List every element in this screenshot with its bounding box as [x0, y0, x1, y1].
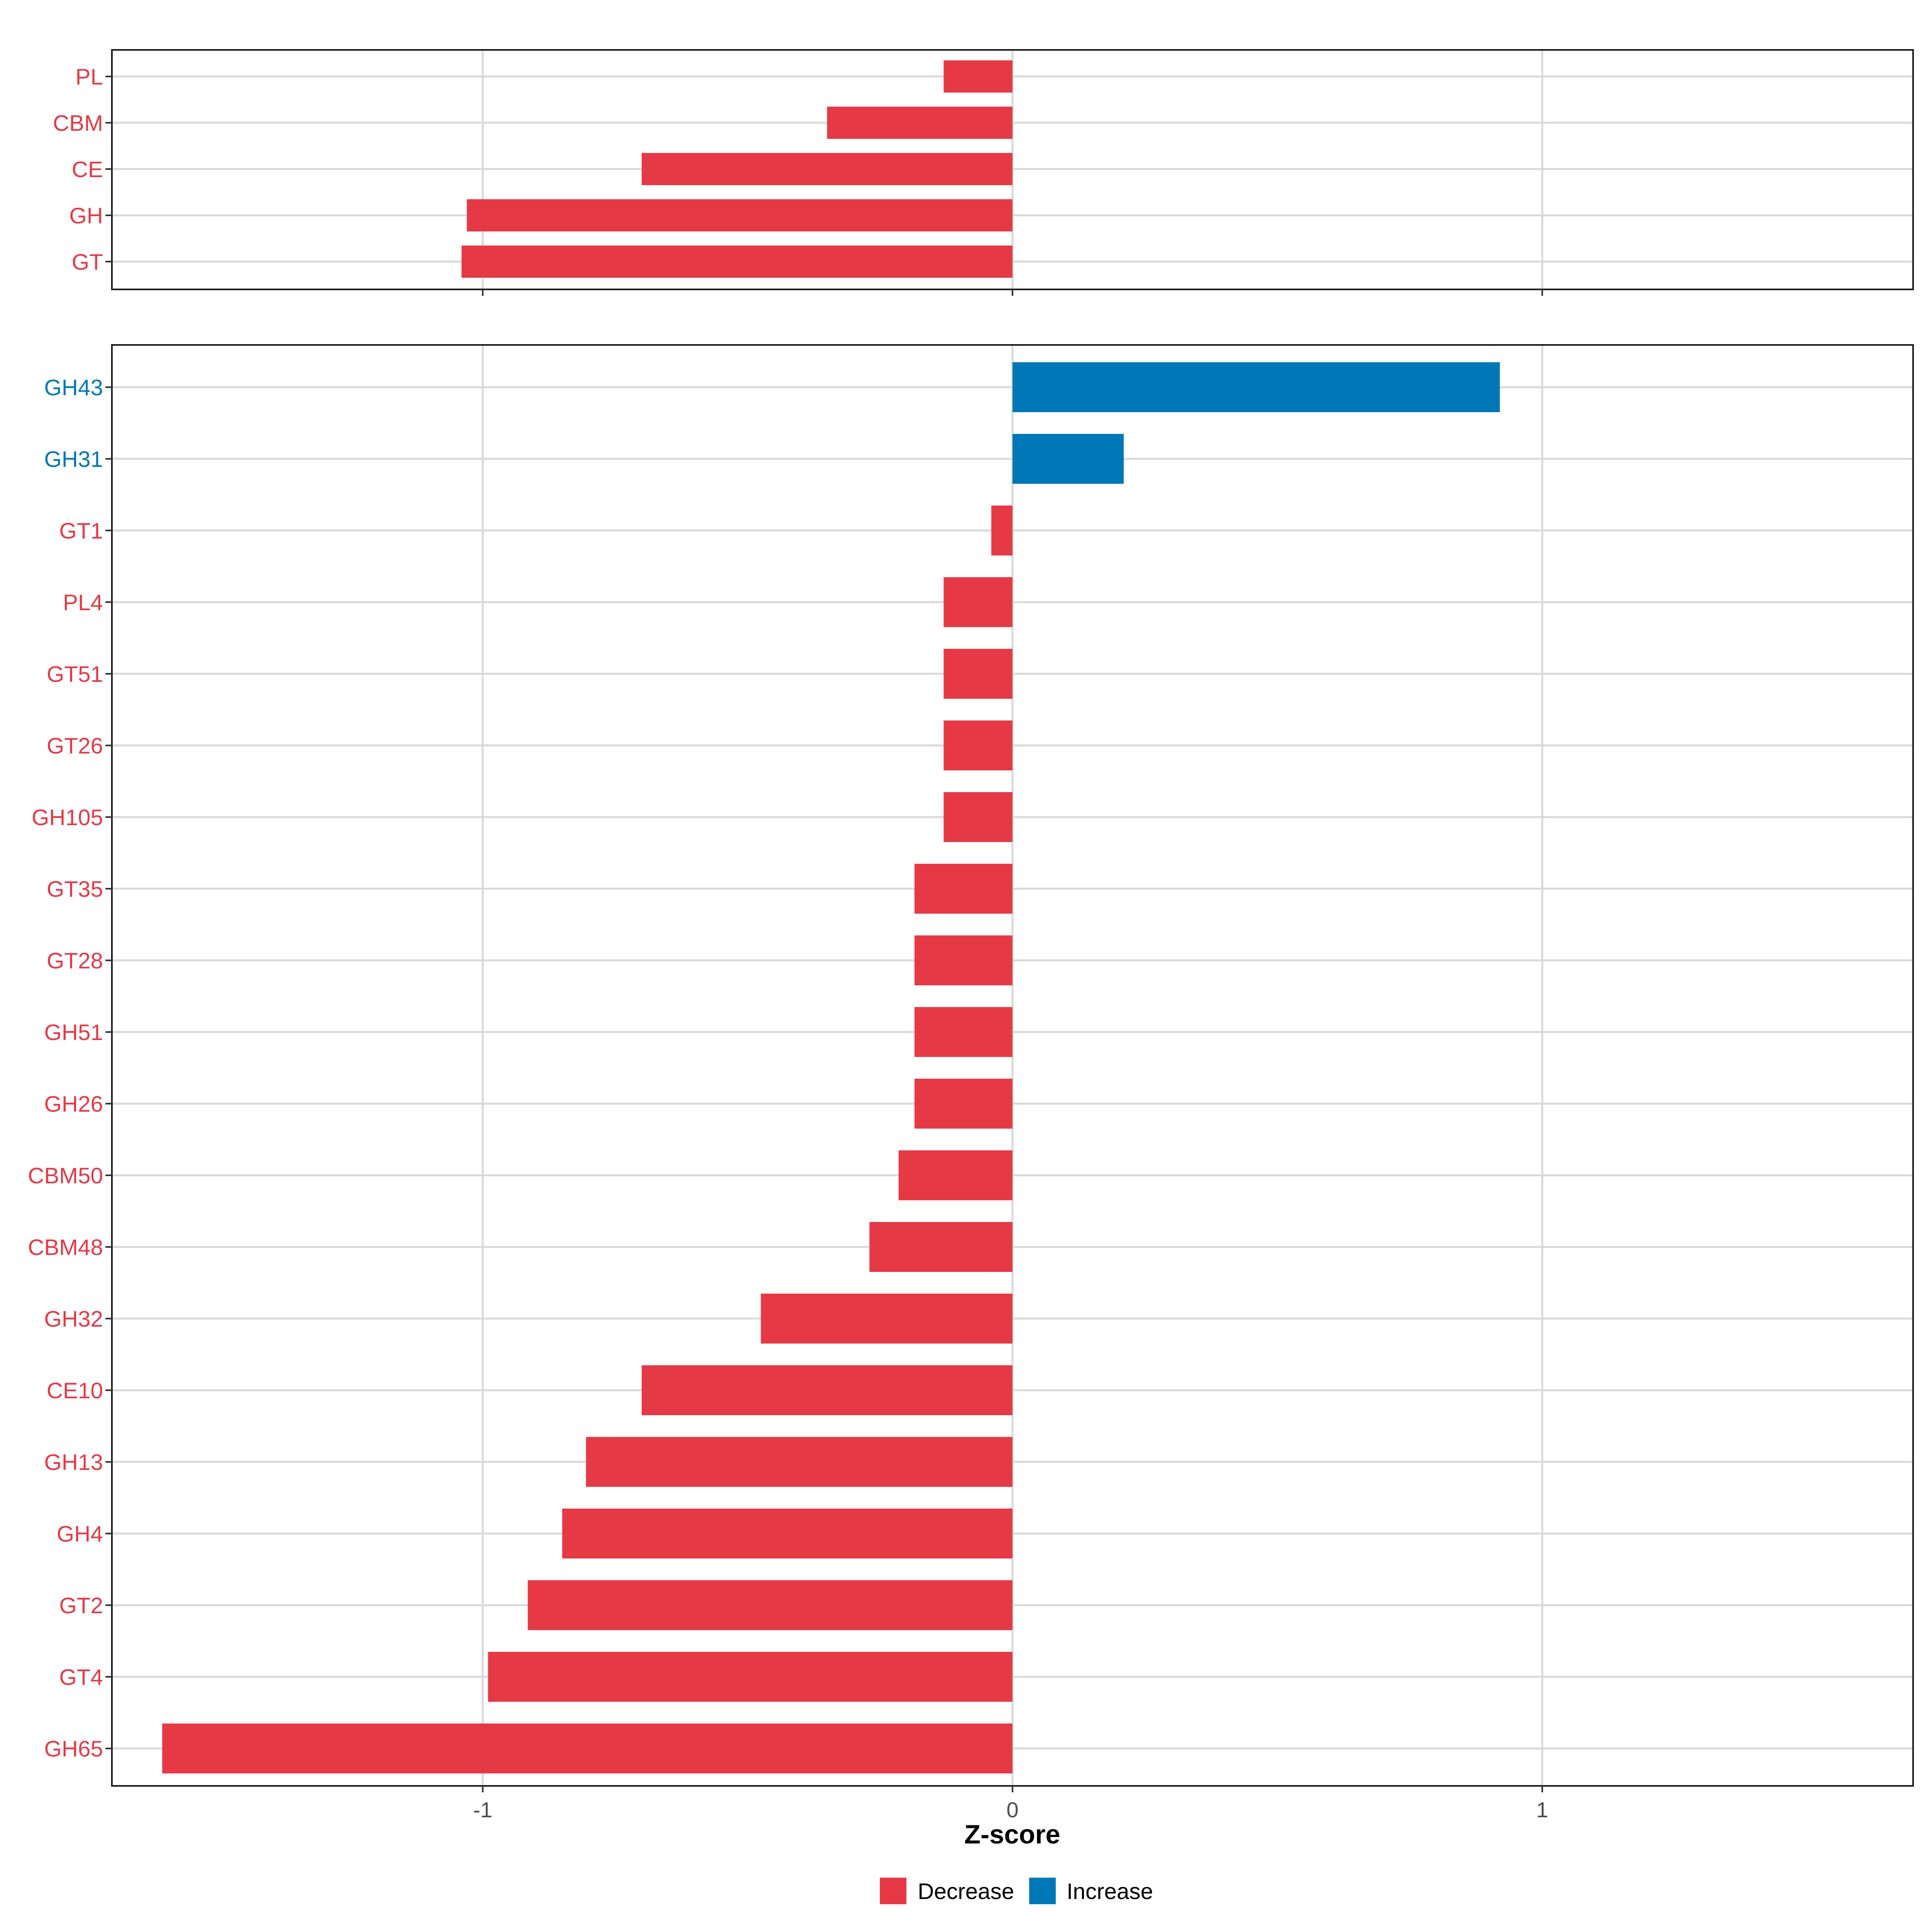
bottom-bar-gh4	[562, 1509, 1013, 1558]
bottom-bar-gh32	[761, 1294, 1013, 1344]
bottom-panel-category-labels: GH43 GH31 GT1 PL4 GT51 GT26 GH105 GT35 GT28 GH51 G…	[28, 375, 112, 1761]
bottom-label-gh65: GH65	[44, 1736, 103, 1761]
bottom-label-gh43: GH43	[44, 375, 103, 400]
bottom-x-tick-label-2: 1	[1536, 1798, 1548, 1822]
bottom-bar-gt26	[943, 720, 1013, 770]
bottom-label-gh105: GH105	[32, 805, 103, 830]
bottom-bar-gt4	[488, 1652, 1013, 1702]
bottom-bar-cbm50	[898, 1150, 1013, 1200]
bottom-label-gh51: GH51	[44, 1020, 103, 1045]
top-bar-cbm	[827, 107, 1013, 139]
legend: Decrease Increase	[880, 1878, 1153, 1904]
top-panel: PL CBM CE GH GT	[53, 49, 1914, 296]
bottom-bar-gh31	[1012, 434, 1124, 484]
bottom-label-gh13: GH13	[44, 1449, 103, 1475]
top-label-ce: CE	[72, 157, 103, 182]
bottom-label-gt26: GT26	[47, 733, 103, 758]
bottom-label-gh4: GH4	[57, 1521, 103, 1546]
bottom-bar-pl4	[943, 577, 1013, 627]
bottom-label-gh31: GH31	[44, 446, 103, 472]
bottom-label-gt35: GT35	[47, 876, 103, 902]
bottom-bar-gt51	[943, 649, 1013, 699]
bottom-bar-gh105	[943, 792, 1013, 842]
bottom-panel-x-ticks: -1 0 1	[473, 1786, 1548, 1822]
bottom-bar-gh26	[914, 1079, 1013, 1129]
bottom-panel-bars	[162, 362, 1500, 1773]
bottom-bar-gh43	[1012, 362, 1500, 412]
bottom-x-tick-label-1: 0	[1006, 1798, 1018, 1822]
bottom-label-cbm50: CBM50	[28, 1163, 103, 1188]
x-axis-title: Z-score	[964, 1819, 1060, 1849]
bottom-bar-gt28	[914, 935, 1013, 985]
top-panel-bars	[461, 60, 1013, 278]
top-label-gt: GT	[72, 249, 103, 275]
bottom-bar-cbm48	[869, 1222, 1013, 1272]
bottom-bar-ce10	[642, 1365, 1013, 1415]
bottom-label-gh32: GH32	[44, 1306, 103, 1331]
top-label-cbm: CBM	[53, 110, 103, 136]
top-label-pl: PL	[76, 64, 103, 89]
bottom-x-tick-label-0: -1	[473, 1798, 492, 1822]
bottom-label-gt51: GT51	[47, 661, 103, 687]
bottom-label-gt4: GT4	[59, 1664, 103, 1690]
bottom-label-gt1: GT1	[59, 518, 103, 543]
legend-swatch-decrease	[880, 1878, 906, 1904]
top-label-gh: GH	[69, 203, 103, 228]
bottom-bar-gh65	[162, 1724, 1013, 1773]
bottom-bar-gt2	[528, 1580, 1013, 1630]
top-panel-x-ticks	[482, 289, 1543, 296]
bottom-bar-gt35	[914, 864, 1013, 914]
bottom-label-ce10: CE10	[47, 1378, 103, 1403]
bottom-label-gt2: GT2	[59, 1593, 103, 1618]
top-bar-gh	[466, 199, 1013, 231]
bottom-bar-gh13	[586, 1437, 1013, 1487]
legend-label-decrease: Decrease	[918, 1878, 1014, 1904]
top-bar-ce	[642, 153, 1013, 185]
top-panel-category-labels: PL CBM CE GH GT	[53, 64, 112, 275]
bottom-label-cbm48: CBM48	[28, 1234, 103, 1260]
bottom-bar-gh51	[914, 1007, 1013, 1057]
bottom-bar-gt1	[991, 506, 1013, 555]
legend-swatch-increase	[1029, 1878, 1056, 1904]
bottom-label-pl4: PL4	[63, 590, 103, 615]
legend-label-increase: Increase	[1067, 1878, 1153, 1904]
bottom-label-gt28: GT28	[47, 948, 103, 973]
top-bar-gt	[461, 246, 1013, 278]
top-bar-pl	[943, 60, 1013, 93]
bottom-panel: GH43 GH31 GT1 PL4 GT51 GT26 GH105 GT35 GT28 GH51 G…	[28, 344, 1914, 1822]
bottom-label-gh26: GH26	[44, 1091, 103, 1117]
